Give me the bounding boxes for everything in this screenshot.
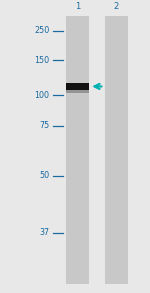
Text: 75: 75 [39, 122, 50, 130]
Text: 37: 37 [39, 229, 50, 237]
Text: 50: 50 [39, 171, 50, 180]
Text: 100: 100 [34, 91, 50, 100]
Text: 250: 250 [34, 26, 50, 35]
Bar [66, 16, 88, 284]
Bar [66, 83, 88, 90]
Text: 2: 2 [114, 2, 119, 11]
Text: 1: 1 [75, 2, 80, 11]
Bar [105, 16, 128, 284]
Bar [66, 90, 88, 93]
Text: 150: 150 [34, 56, 50, 64]
